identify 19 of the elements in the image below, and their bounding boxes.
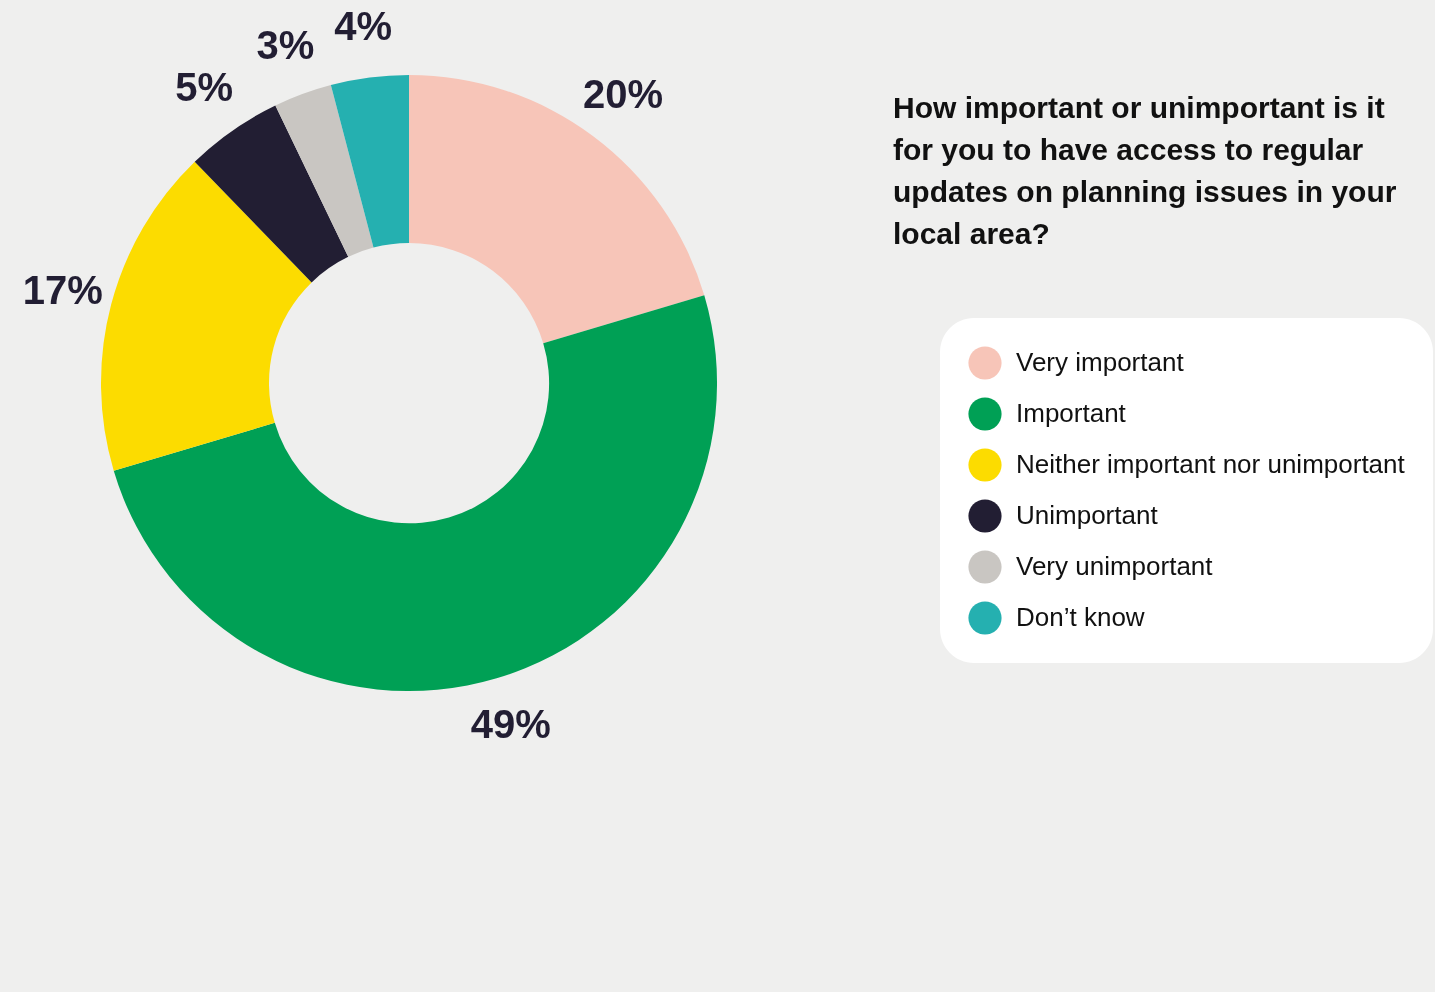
data-label: 3%: [256, 23, 315, 68]
data-label: 4%: [334, 3, 393, 48]
donut-slice: [194, 105, 349, 283]
data-label: 5%: [175, 65, 234, 110]
legend-label: Very unimportant: [1016, 551, 1214, 581]
legend-label: Very important: [1016, 347, 1185, 377]
legend-label: Important: [1016, 398, 1127, 428]
donut-slice: [409, 75, 705, 344]
legend-label: Unimportant: [1016, 500, 1159, 530]
data-label: 20%: [583, 72, 664, 117]
data-label: 17%: [22, 268, 103, 313]
legend-label: Neither important nor unimportant: [1016, 449, 1406, 479]
text: How important or unimportant is it for you to have access to regular updates on planning issues in your local area?: [893, 91, 1397, 250]
data-label: 49%: [470, 702, 551, 747]
legend-label: Don’t know: [1016, 602, 1145, 632]
donut-slice: [113, 295, 717, 691]
donut-slice: [330, 75, 409, 248]
donut-slice: [275, 85, 374, 257]
donut-slice: [101, 161, 312, 471]
